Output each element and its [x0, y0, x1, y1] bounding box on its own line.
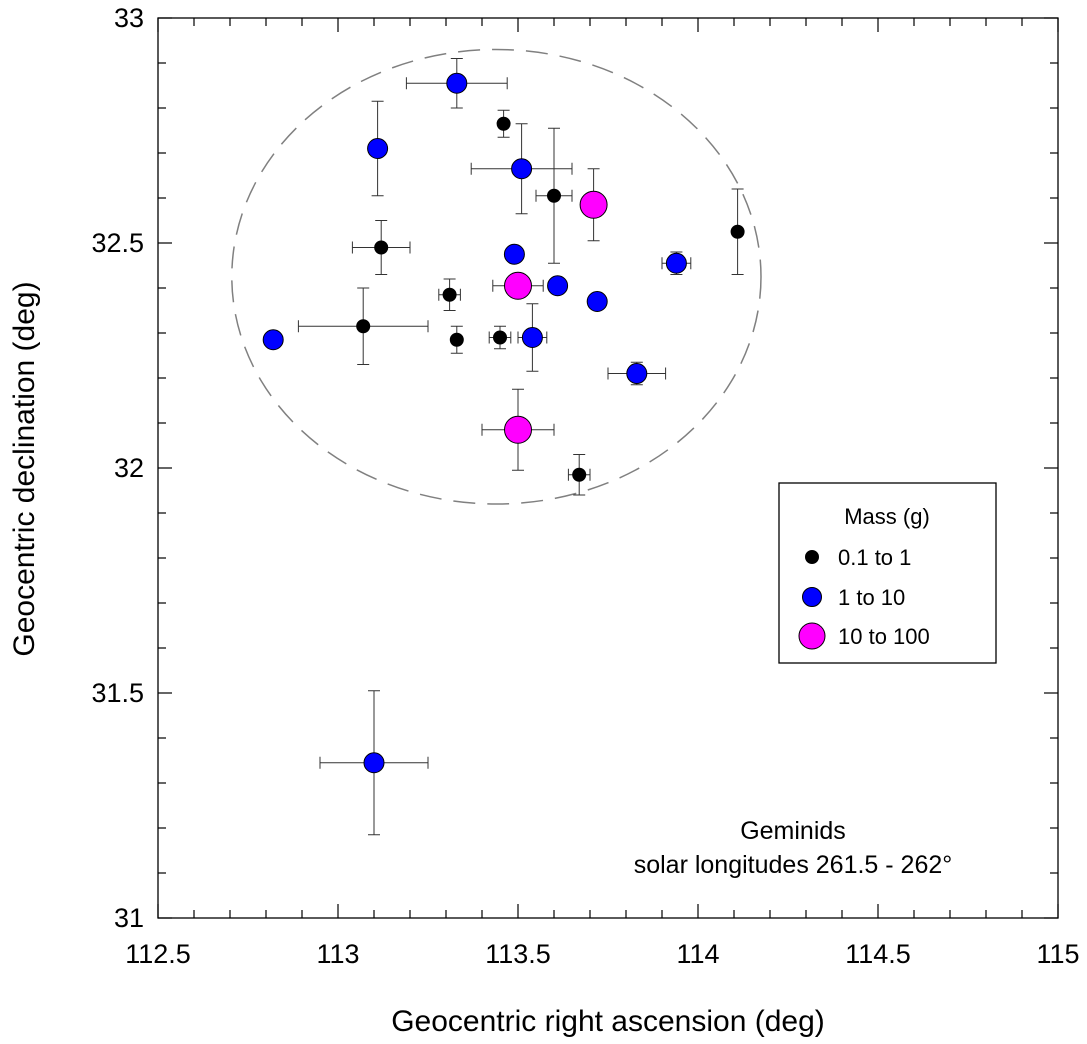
legend-marker-medium	[802, 587, 822, 607]
y-tick-label: 32.5	[91, 228, 144, 258]
data-point	[730, 224, 745, 239]
data-point	[496, 116, 511, 131]
annotation-line-2: solar longitudes 261.5 - 262°	[634, 851, 953, 879]
data-point	[449, 332, 464, 347]
y-tick-label: 31	[114, 903, 144, 933]
data-point	[442, 287, 457, 302]
legend-marker-small	[805, 550, 819, 564]
y-tick-label: 33	[114, 3, 144, 33]
data-point	[547, 275, 569, 297]
y-tick-label: 31.5	[91, 678, 144, 708]
x-tick-label: 114	[676, 939, 719, 969]
data-points	[262, 72, 745, 774]
x-tick-label: 113.5	[485, 939, 551, 969]
data-point	[665, 252, 687, 274]
data-point	[374, 240, 389, 255]
axes: 112.5 113 113.5 114 114.5 115 31 31.5 32 32.5 33	[91, 3, 1079, 969]
data-point	[626, 363, 648, 384]
data-point	[521, 327, 543, 348]
y-tick-label: 32	[114, 453, 144, 483]
data-point	[504, 271, 532, 300]
x-tick-label: 114.5	[845, 939, 911, 969]
x-tick-label: 113	[316, 939, 359, 969]
legend-marker-large	[798, 622, 826, 650]
data-point	[572, 467, 587, 482]
data-point	[504, 415, 532, 444]
data-point	[493, 330, 507, 345]
data-point	[262, 329, 284, 351]
data-point	[446, 72, 468, 94]
x-tick-label: 112.5	[125, 939, 191, 969]
radiant-circle-layer	[231, 48, 762, 505]
x-axis-label: Geocentric right ascension (deg)	[391, 1005, 825, 1038]
x-tick-label: 115	[1036, 939, 1079, 969]
data-point	[579, 190, 608, 219]
plot-frame	[157, 17, 1059, 919]
data-point	[511, 158, 533, 180]
data-point	[363, 752, 385, 774]
data-point	[586, 291, 608, 312]
legend: Mass (g) 0.1 to 1 1 to 10 10 to 100	[778, 482, 997, 664]
radiant-circle	[231, 48, 762, 505]
legend-label-small: 0.1 to 1	[838, 545, 911, 570]
data-point	[503, 243, 525, 265]
legend-label-medium: 1 to 10	[838, 585, 905, 610]
legend-label-large: 10 to 100	[838, 624, 930, 649]
legend-title: Mass (g)	[844, 504, 930, 529]
data-point	[367, 138, 389, 159]
data-point	[356, 319, 371, 334]
y-axis-label: Geocentric declination (deg)	[8, 281, 41, 656]
annotation-line-1: Geminids	[740, 817, 846, 845]
data-point	[547, 188, 561, 203]
